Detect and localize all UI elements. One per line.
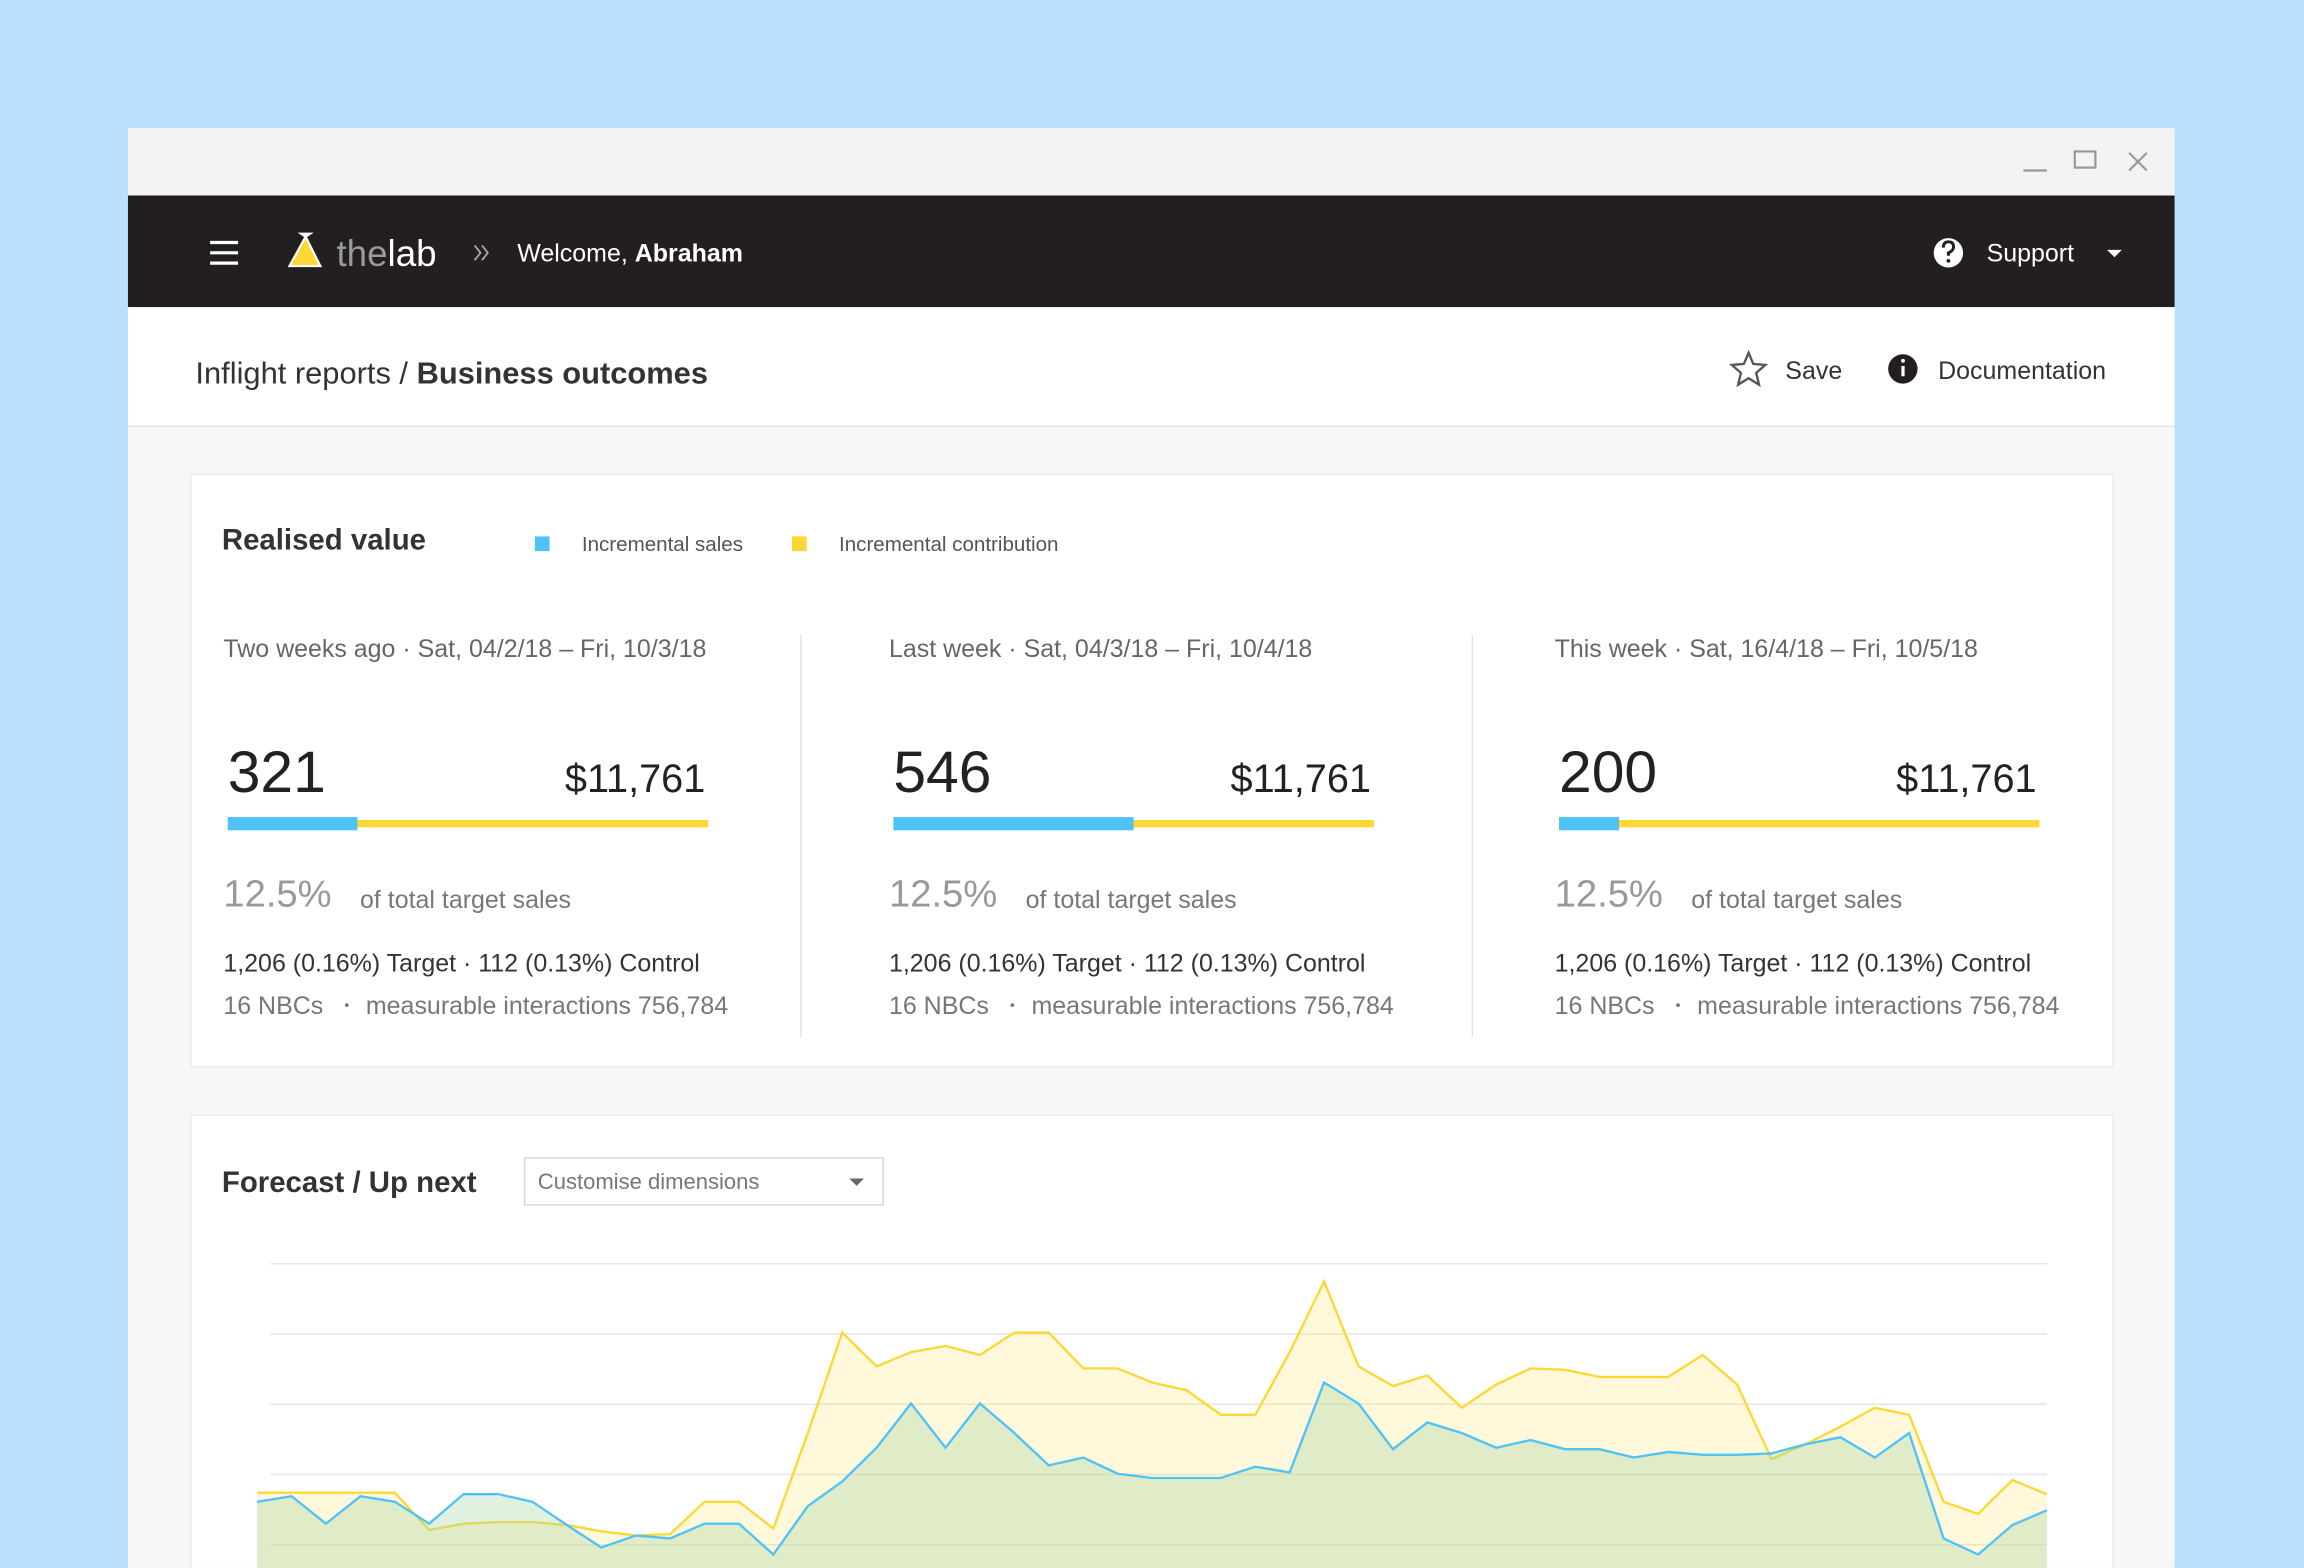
count: 321 — [228, 740, 326, 805]
count: 200 — [1559, 740, 1657, 805]
dynamic: Incremental sales Incremental contributio… — [223, 533, 2060, 1568]
menu-icon[interactable] — [210, 240, 239, 265]
breadcrumb-bar — [127, 307, 2175, 427]
pct: 12.5% — [223, 873, 331, 916]
dropdown-label: Customise dimensions — [538, 1169, 760, 1194]
pct: 12.5% — [1555, 873, 1663, 916]
pct-text: of total target sales — [1026, 886, 1237, 914]
dropdown-caret — [849, 1178, 864, 1186]
interactions: measurable interactions 756,784 — [1032, 992, 1394, 1020]
breadcrumb-current: Business outcomes — [417, 356, 708, 391]
contribution-bar — [1559, 820, 2040, 828]
nav-bar — [127, 195, 2175, 308]
period: Last week · Sat, 04/3/18 – Fri, 10/4/18 — [889, 635, 1312, 663]
info-glyph — [1901, 365, 1905, 377]
period: This week · Sat, 16/4/18 – Fri, 10/5/18 — [1555, 635, 1978, 663]
brand[interactable]: thelab — [336, 233, 436, 274]
legend-swatch — [534, 536, 550, 552]
save[interactable]: Save — [1785, 357, 1842, 385]
star-icon[interactable] — [1728, 349, 1769, 388]
info-dot — [1901, 358, 1905, 363]
pct-text: of total target sales — [1691, 886, 1902, 914]
welcome: Welcome, Abraham — [517, 240, 743, 268]
breadcrumb: Inflight reports / Business outcomes — [195, 356, 708, 391]
brand-the: the — [336, 233, 387, 274]
user-name: Abraham — [635, 240, 743, 268]
support-caret[interactable] — [2107, 249, 2122, 258]
area — [257, 1281, 2047, 1568]
title-bar — [127, 127, 2175, 196]
amount: $11,761 — [1896, 757, 2036, 801]
chevron — [473, 244, 489, 261]
nbcs: 16 NBCs — [1555, 992, 1655, 1020]
separator-dot — [1010, 1003, 1015, 1008]
amount: $11,761 — [1231, 757, 1371, 801]
legend-label: Incremental sales — [582, 533, 743, 556]
nbcs: 16 NBCs — [889, 992, 989, 1020]
realised-title: Realised value — [222, 524, 426, 557]
interactions: measurable interactions 756,784 — [366, 992, 728, 1020]
brand-lab: lab — [388, 233, 437, 274]
sales-bar — [893, 817, 1134, 831]
count: 546 — [893, 740, 991, 805]
sales-bar — [227, 817, 358, 831]
welcome-text: Welcome, — [517, 240, 628, 268]
logo-icon — [287, 232, 323, 268]
line — [257, 1278, 2048, 1537]
area — [257, 1382, 2047, 1568]
close[interactable] — [2128, 152, 2148, 172]
help-dot — [1946, 258, 1951, 263]
pct-text: of total target sales — [360, 886, 571, 914]
nbcs: 16 NBCs — [223, 992, 323, 1020]
breadcrumb-parent[interactable]: Inflight reports / — [195, 356, 408, 391]
sales-bar — [1559, 817, 1620, 831]
separator-dot — [1676, 1003, 1680, 1008]
pct: 12.5% — [889, 873, 997, 916]
legend-swatch — [792, 536, 807, 552]
dropdown[interactable] — [523, 1157, 884, 1206]
legend-label: Incremental contribution — [839, 533, 1058, 556]
amount: $11,761 — [565, 757, 705, 801]
forecast-card — [190, 1114, 2114, 1568]
interactions: measurable interactions 756,784 — [1697, 992, 2059, 1020]
forecast-title: Forecast / Up next — [222, 1166, 477, 1199]
documentation[interactable]: Documentation — [1938, 357, 2106, 385]
realised-card — [190, 473, 2114, 1068]
target-control: 1,206 (0.16%) Target · 112 (0.13%) Contr… — [889, 949, 1366, 977]
line — [256, 1380, 2048, 1557]
target-control: 1,206 (0.16%) Target · 112 (0.13%) Contr… — [223, 949, 700, 977]
target-control: 1,206 (0.16%) Target · 112 (0.13%) Contr… — [1555, 949, 2032, 977]
help-glyph — [1941, 240, 1956, 256]
period: Two weeks ago · Sat, 04/2/18 – Fri, 10/3… — [223, 635, 706, 663]
contribution-bar — [227, 820, 709, 828]
support[interactable]: Support — [1987, 240, 2075, 268]
separator-dot — [344, 1003, 349, 1008]
maximize[interactable] — [2073, 150, 2097, 169]
